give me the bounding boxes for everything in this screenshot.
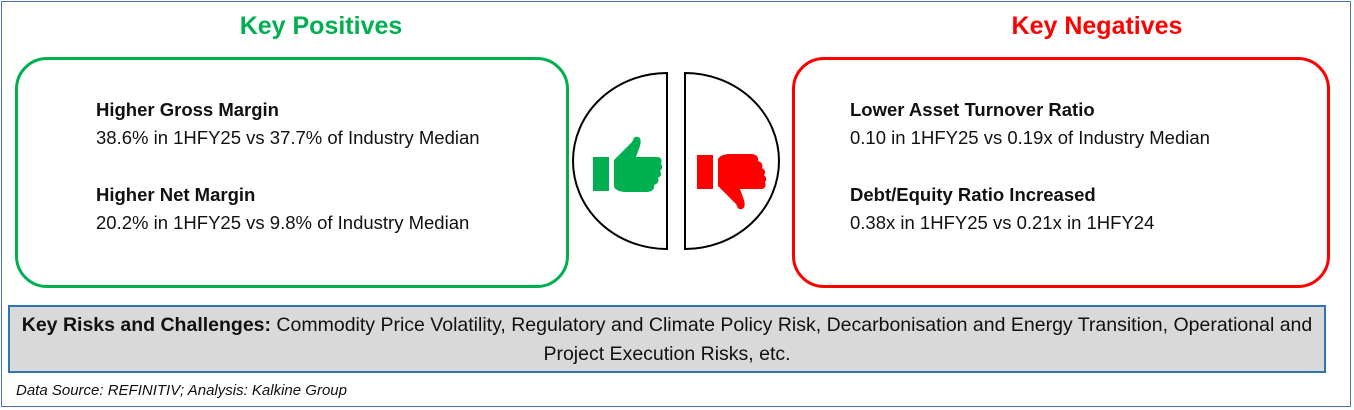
negative-text: 0.38x in 1HFY25 vs 0.21x in 1HFY24 <box>850 212 1155 233</box>
negative-item: Debt/Equity Ratio Increased 0.38x in 1HF… <box>850 181 1154 237</box>
negative-text: 0.10 in 1HFY25 vs 0.19x of Industry Medi… <box>850 127 1210 148</box>
key-positives-title: Key Positives <box>239 12 403 40</box>
positive-heading: Higher Net Margin <box>96 184 256 205</box>
positives-box: Higher Gross Margin 38.6% in 1HFY25 vs 3… <box>15 57 569 288</box>
negatives-box: Lower Asset Turnover Ratio 0.10 in 1HFY2… <box>792 57 1330 288</box>
negative-item: Lower Asset Turnover Ratio 0.10 in 1HFY2… <box>850 96 1210 152</box>
key-risks-label: Key Risks and Challenges: <box>21 314 272 336</box>
positive-item: Higher Net Margin 20.2% in 1HFY25 vs 9.8… <box>96 181 469 237</box>
data-source-footer: Data Source: REFINITIV; Analysis: Kalkin… <box>16 382 347 399</box>
thumbs-down-icon <box>697 154 767 210</box>
key-risks-text: Commodity Price Volatility, Regulatory a… <box>271 314 1313 365</box>
positive-text: 20.2% in 1HFY25 vs 9.8% of Industry Medi… <box>96 212 470 233</box>
positive-heading: Higher Gross Margin <box>96 99 279 120</box>
thumbs-graphic <box>572 71 780 251</box>
thumbs-up-icon <box>593 136 663 192</box>
positive-item: Higher Gross Margin 38.6% in 1HFY25 vs 3… <box>96 96 480 152</box>
key-risks-box: Key Risks and Challenges: Commodity Pric… <box>8 305 1326 373</box>
negative-heading: Lower Asset Turnover Ratio <box>850 99 1095 120</box>
key-negatives-title: Key Negatives <box>1011 12 1183 40</box>
negative-heading: Debt/Equity Ratio Increased <box>850 184 1096 205</box>
positive-text: 38.6% in 1HFY25 vs 37.7% of Industry Med… <box>96 127 480 148</box>
